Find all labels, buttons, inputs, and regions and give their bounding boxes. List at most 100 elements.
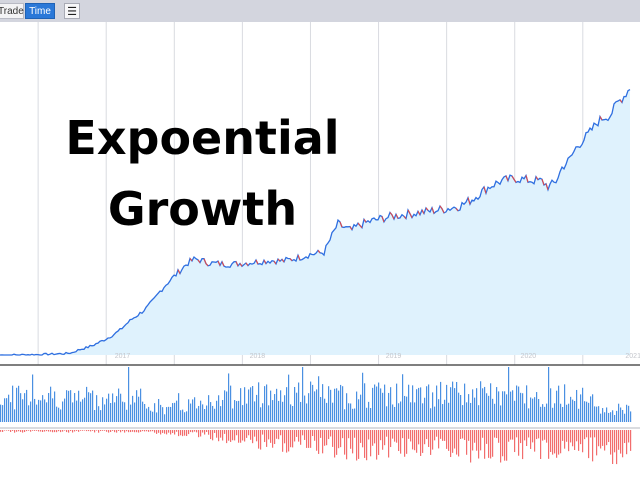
volume-sell-bar [564, 430, 566, 449]
volume-buy-bar [68, 390, 70, 422]
volume-buy-bar [432, 392, 434, 422]
volume-sell-bar [70, 430, 72, 432]
volume-buy-bar [98, 406, 100, 422]
volume-sell-bar [200, 430, 202, 437]
volume-buy-bar [400, 401, 402, 422]
volume-sell-bar [38, 430, 40, 432]
volume-sell-bar [294, 430, 296, 442]
volume-sell-bar [168, 430, 170, 433]
volume-sell-bar [524, 430, 526, 441]
price-line-down-segment [409, 213, 413, 218]
volume-sell-bar [326, 430, 328, 446]
hamburger-menu-icon[interactable]: ☰ [64, 3, 80, 19]
volume-sell-bar [94, 430, 96, 433]
volume-sell-bar [118, 430, 120, 431]
volume-buy-bar [558, 385, 560, 422]
volume-buy-bar [396, 383, 398, 422]
volume-buy-bar [562, 406, 564, 422]
volume-buy-bar [268, 405, 270, 422]
volume-buy-bar [210, 402, 212, 422]
volume-buy-bar [46, 402, 48, 422]
volume-sell-bar [486, 430, 488, 444]
volume-sell-bar [292, 430, 294, 448]
volume-sell-bar [430, 430, 432, 455]
volume-sell-bar [448, 430, 450, 451]
volume-sell-bar [508, 430, 510, 442]
volume-sell-bar [116, 430, 118, 433]
volume-sell-bar [500, 430, 502, 463]
volume-buy-bar [22, 399, 24, 422]
volume-sell-bar [556, 430, 558, 458]
volume-buy-bar [186, 411, 188, 422]
volume-buy-bar [244, 387, 246, 422]
volume-buy-bar [148, 406, 150, 422]
price-line-down-segment [403, 215, 407, 220]
volume-buy-bar [256, 394, 258, 422]
volume-buy-bar [596, 406, 598, 422]
volume-buy-bar [308, 393, 310, 422]
volume-buy-bar [36, 404, 38, 422]
volume-sell-bar [476, 430, 478, 451]
volume-buy-bar [150, 410, 152, 422]
volume-buy-bar [134, 402, 136, 422]
volume-buy-bar [394, 406, 396, 422]
volume-buy-bar [52, 398, 54, 422]
volume-sell-bar [8, 430, 10, 431]
volume-sell-bar [324, 430, 326, 446]
volume-sell-bar [298, 430, 300, 442]
time-mode-button[interactable]: Time [25, 3, 55, 19]
volume-buy-bar [110, 403, 112, 422]
volume-buy-bar [408, 384, 410, 422]
volume-sell-bar [498, 430, 500, 443]
volume-sell-bar [40, 430, 42, 432]
volume-buy-bar [34, 398, 36, 422]
volume-sell-bar [28, 430, 30, 431]
volume-sell-bar [332, 430, 334, 447]
volume-sell-bar [458, 430, 460, 457]
volume-sell-bar [488, 430, 490, 458]
price-line-down-segment [245, 262, 249, 266]
volume-sell-bar [402, 430, 404, 439]
volume-buy-bar [580, 394, 582, 422]
volume-buy-bar [238, 400, 240, 422]
volume-sell-bar [172, 430, 174, 434]
volume-buy-bar [112, 393, 114, 422]
volume-sell-bar [286, 430, 288, 453]
price-line-down-segment [391, 214, 395, 220]
volume-buy-bar [510, 391, 512, 422]
trade-mode-button[interactable]: Trade [0, 3, 24, 19]
volume-buy-bar [118, 388, 120, 422]
volume-buy-bar [570, 396, 572, 422]
volume-buy-bar [538, 399, 540, 422]
volume-sell-bar [242, 430, 244, 441]
volume-buy-bar [292, 405, 294, 422]
volume-sell-bar [394, 430, 396, 442]
volume-sell-bar [190, 430, 192, 433]
volume-buy-bar [264, 386, 266, 422]
volume-sell-bar [306, 430, 308, 448]
volume-sell-bar [284, 430, 286, 444]
volume-buy-bar [390, 387, 392, 422]
volume-sell-bar [0, 430, 2, 432]
volume-buy-bar [460, 394, 462, 422]
volume-sell-bar [92, 430, 94, 431]
price-line-down-segment [281, 258, 285, 263]
volume-buy-bar [64, 398, 66, 422]
volume-buy-bar [206, 405, 208, 422]
volume-sell-bar [276, 430, 278, 439]
volume-sell-bar [610, 430, 612, 455]
volume-buy-bar [554, 403, 556, 422]
volume-buy-bar [288, 374, 290, 422]
volume-buy-bar [594, 406, 596, 422]
volume-buy-bar [178, 393, 180, 422]
volume-buy-bar [352, 408, 354, 422]
volume-sell-bar [480, 430, 482, 451]
volume-buy-bar [330, 389, 332, 422]
volume-sell-bar [160, 430, 162, 435]
volume-sell-bar [178, 430, 180, 437]
volume-buy-bar [152, 411, 154, 422]
volume-buy-bar [14, 409, 16, 422]
volume-buy-bar [154, 403, 156, 422]
volume-buy-bar [202, 404, 204, 422]
volume-buy-bar [490, 383, 492, 422]
